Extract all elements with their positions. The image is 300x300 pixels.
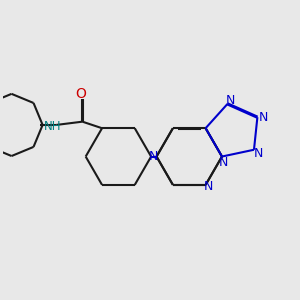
- Text: N: N: [219, 156, 228, 169]
- Text: N: N: [204, 180, 214, 193]
- Text: NH: NH: [44, 120, 62, 133]
- Text: O: O: [75, 87, 86, 101]
- Text: N: N: [254, 146, 264, 160]
- Text: N: N: [149, 150, 158, 163]
- Text: N: N: [259, 111, 268, 124]
- Text: N: N: [226, 94, 236, 107]
